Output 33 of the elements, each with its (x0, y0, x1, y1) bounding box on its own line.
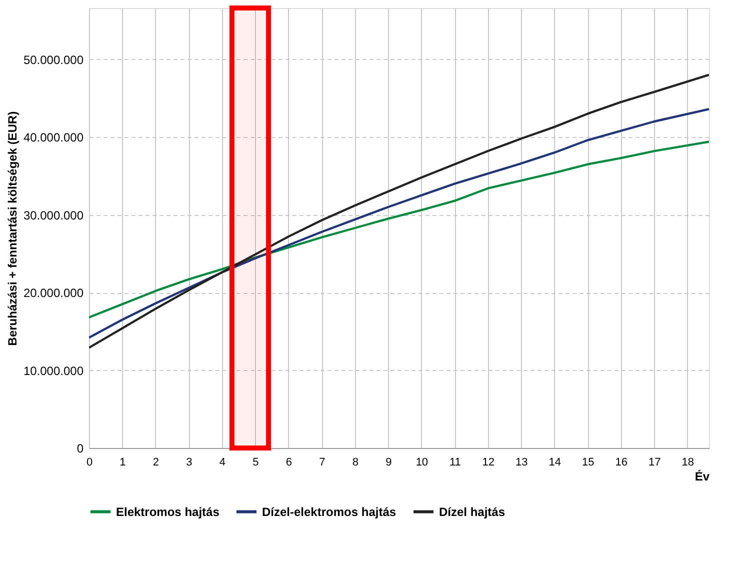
y-tick-label: 20.000.000 (23, 286, 84, 300)
x-tick-label: 11 (449, 456, 461, 468)
x-tick-label: 9 (386, 456, 392, 468)
x-tick-label: 18 (682, 456, 694, 468)
line-series (89, 74, 709, 349)
y-tick-label: 30.000.000 (23, 208, 84, 222)
y-tick-label: 40.000.000 (23, 130, 84, 145)
x-tick-label: 13 (516, 456, 528, 468)
x-tick-label: 17 (648, 456, 661, 468)
legend-label: Dízel hajtás (439, 504, 506, 519)
y-tick-label: 10.000.000 (23, 364, 84, 378)
legend-label: Dízel-elektromos hajtás (262, 504, 396, 519)
x-axis-title: Év (694, 470, 710, 484)
x-tick-label: 5 (252, 456, 259, 468)
x-tick-label: 6 (286, 456, 292, 468)
y-tick-label: 0 (76, 442, 84, 456)
x-tick-label: 1 (120, 456, 126, 468)
x-tick-label: 8 (352, 456, 359, 468)
x-tick-label: 16 (615, 456, 628, 468)
x-tick-label: 3 (186, 456, 192, 468)
x-tick-label: 10 (416, 456, 428, 468)
x-tick-label: 4 (219, 456, 226, 468)
x-tick-label: 14 (548, 456, 562, 468)
x-tick-label: 7 (319, 456, 326, 468)
y-axis-title: Beruházási + fenntartási költségek (EUR) (5, 111, 20, 346)
legend-label: Elektromos hajtás (116, 504, 220, 519)
x-tick-label: 15 (582, 456, 594, 468)
line-series (89, 108, 709, 339)
x-tick-label: 0 (86, 456, 93, 468)
y-tick-label: 50.000.000 (23, 52, 84, 67)
x-tick-label: 2 (152, 456, 160, 468)
line-series (89, 140, 709, 318)
x-tick-label: 12 (482, 456, 495, 468)
